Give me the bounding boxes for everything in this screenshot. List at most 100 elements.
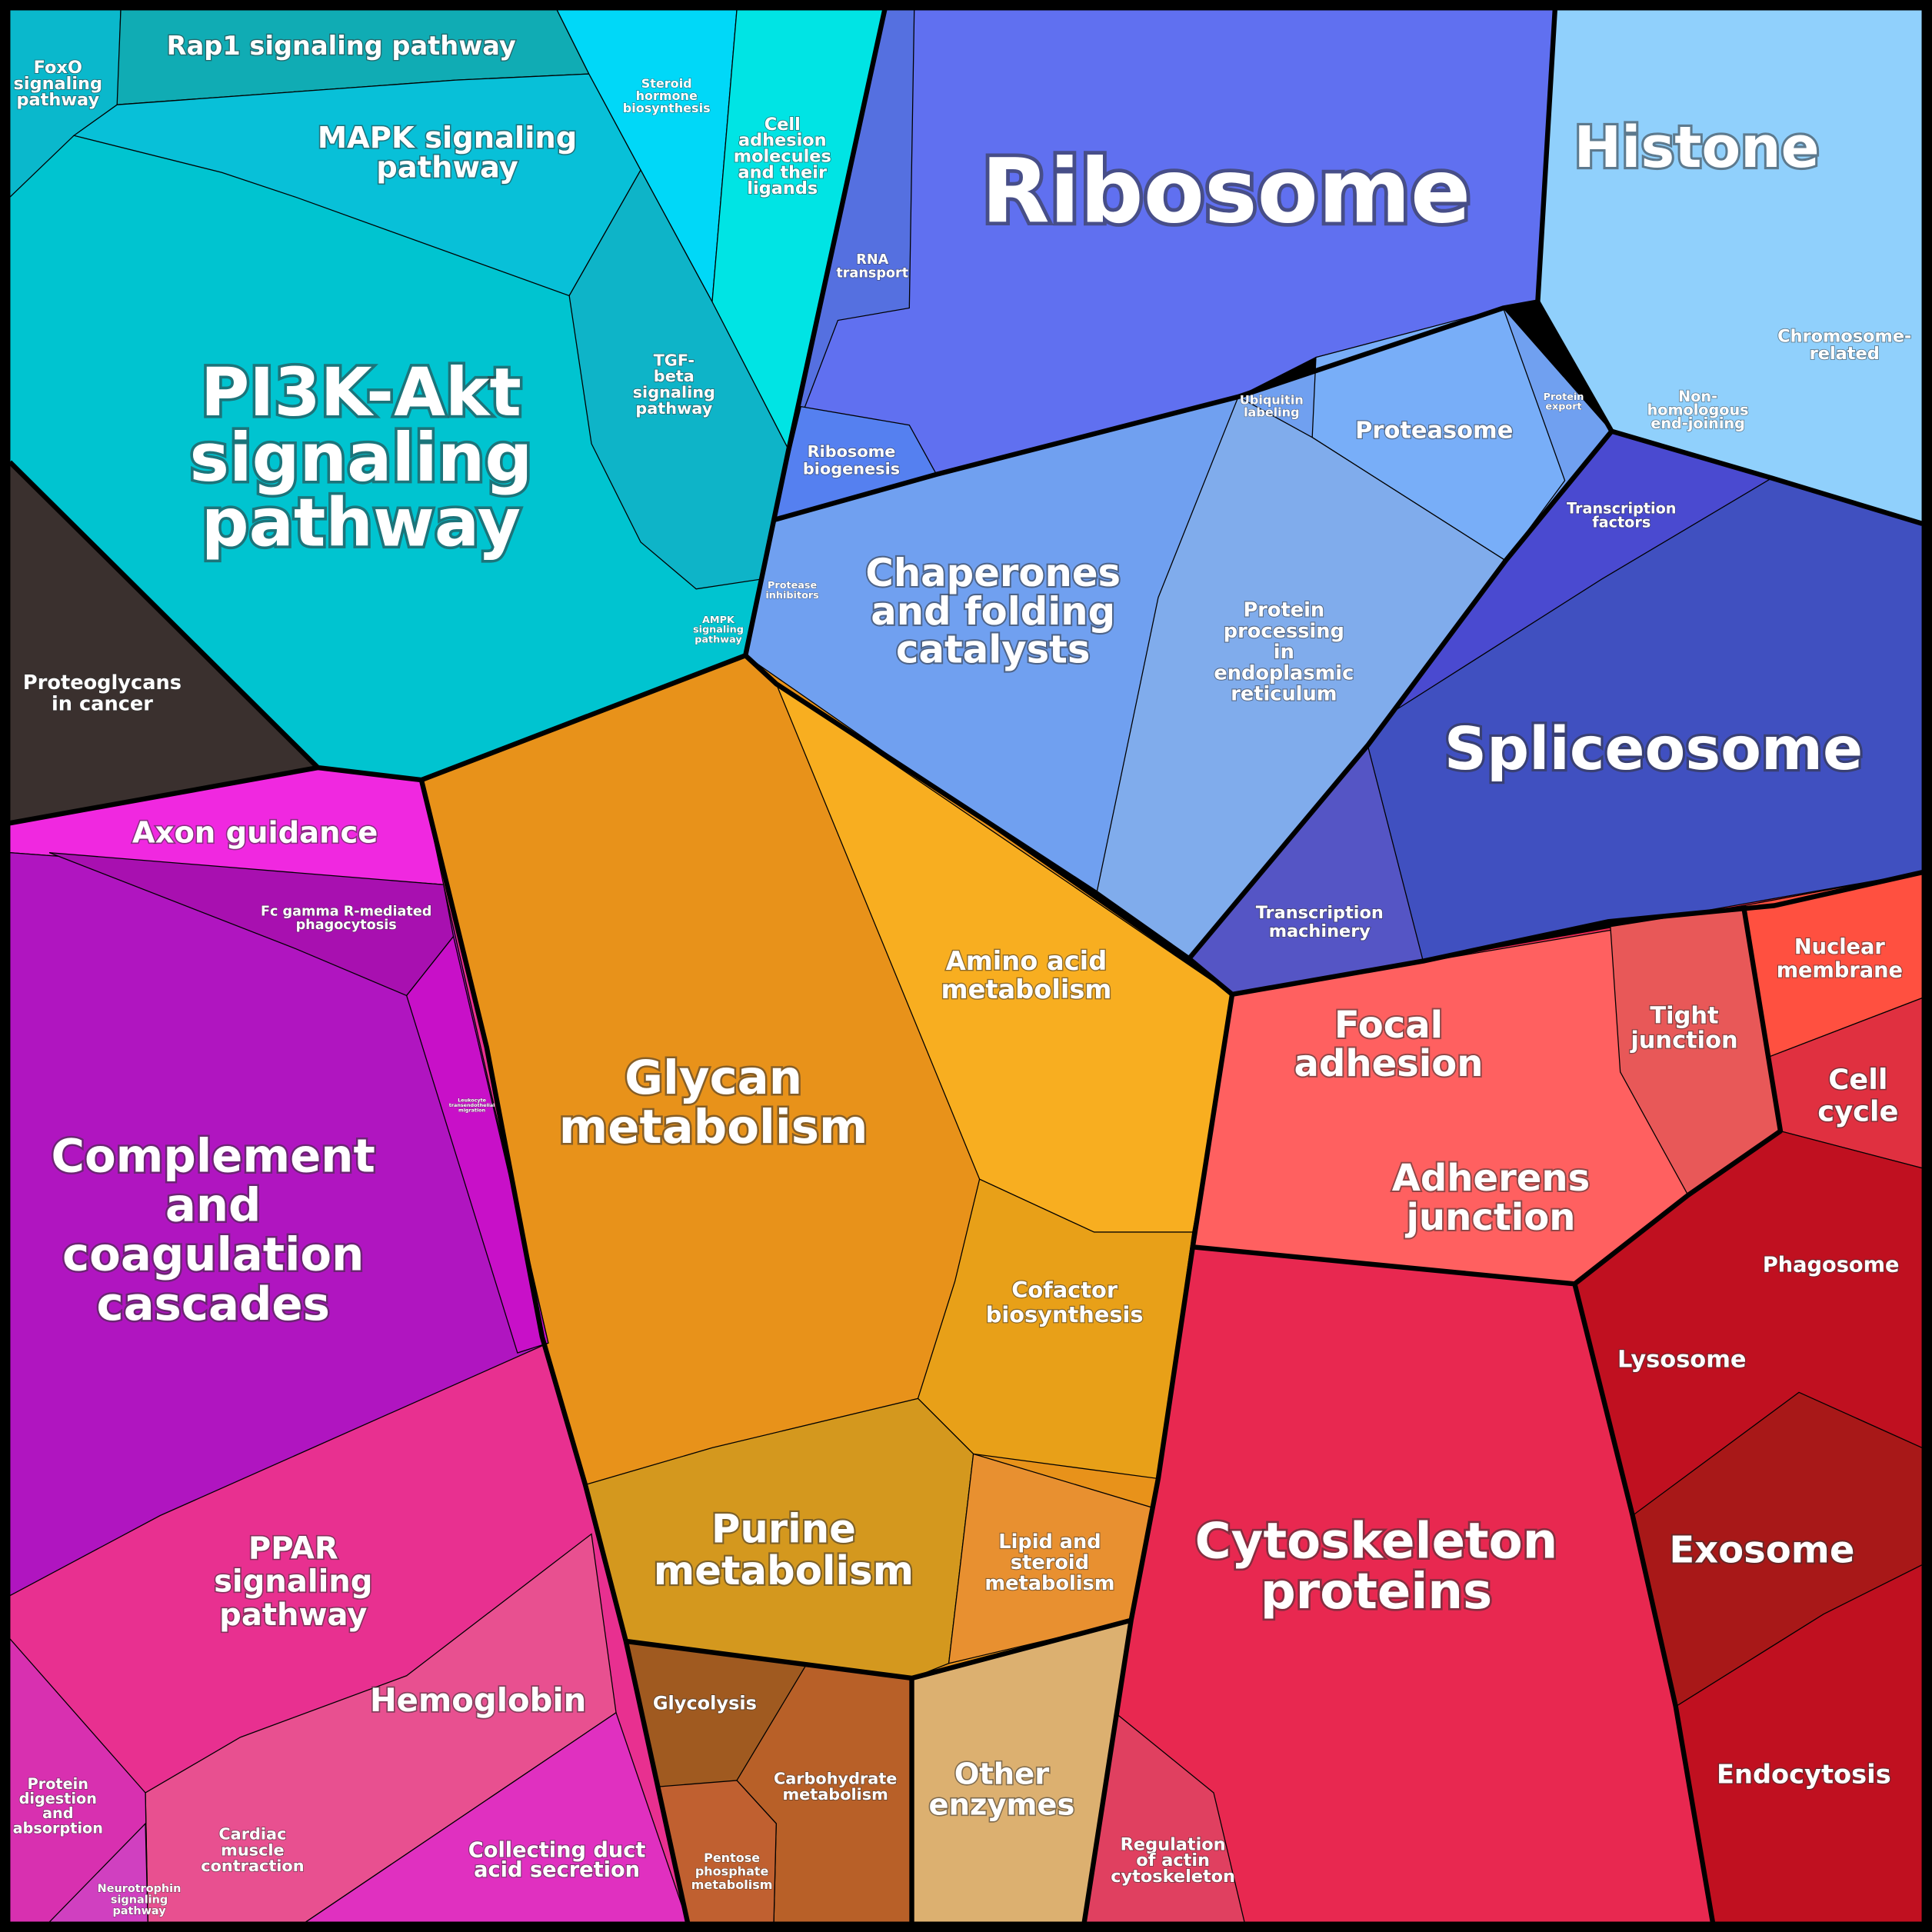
group-border — [625, 1617, 1132, 1681]
label-line: Transcription — [1256, 903, 1384, 923]
label-line: Lysosome — [1617, 1346, 1747, 1373]
node-label: Transcription factors — [1567, 499, 1676, 531]
label-line: Pentose — [704, 1850, 760, 1864]
label-line: and their — [738, 162, 827, 182]
label-line: steroid — [1011, 1551, 1089, 1574]
label-line: of actin — [1136, 1850, 1210, 1870]
label-line: factors — [1592, 513, 1651, 531]
node-label: TGF-beta signaling pathway — [633, 351, 715, 417]
label-line: signaling — [633, 383, 715, 401]
label-line: Neurotrophin — [98, 1883, 182, 1895]
node-label: Proteasome — [1355, 417, 1513, 444]
node-label: Amino acid metabolism — [941, 946, 1112, 1004]
group-border — [744, 653, 1234, 997]
label-line: cycle — [1817, 1094, 1898, 1128]
label-line: Protein — [1544, 391, 1584, 402]
label-line: in — [1274, 641, 1294, 664]
node-label: Rap1 signaling pathway — [167, 30, 516, 60]
node-label: Focal adhesion — [1294, 1004, 1484, 1085]
node-label: Leukocyte transendothelial migration — [449, 1098, 495, 1114]
group-border — [1573, 904, 1784, 1286]
label-line: metabolism — [691, 1877, 773, 1892]
node-label: Proteoglycans in cancer — [23, 671, 182, 715]
label-line: Cardiac — [218, 1824, 286, 1843]
label-line: pathway — [17, 89, 100, 109]
node-label: Pentose phosphate metabolism — [691, 1850, 773, 1891]
label-line: homologous — [1647, 401, 1749, 418]
label-line: Non- — [1678, 387, 1717, 405]
label-line: Proteoglycans — [23, 671, 182, 695]
label-line: processing — [1224, 620, 1344, 643]
label-line: phagocytosis — [296, 918, 397, 933]
node-label: Adherens junction — [1392, 1157, 1590, 1239]
label-line: Ribosome — [981, 140, 1471, 243]
node-label: Fc gamma R-mediated phagocytosis — [261, 904, 431, 934]
label-line: pathway — [376, 150, 518, 185]
label-line: migration — [458, 1107, 486, 1113]
label-line: pathway — [112, 1905, 166, 1917]
label-line: membrane — [1777, 958, 1903, 982]
label-line: inhibitors — [765, 589, 819, 601]
label-line: hormone — [636, 88, 698, 102]
label-line: Leukocyte — [458, 1098, 486, 1104]
node-label: Protease inhibitors — [765, 579, 819, 601]
node-label: Ubiquitin labeling — [1240, 392, 1304, 419]
label-line: export — [1545, 401, 1581, 412]
group-border — [1231, 870, 1923, 998]
label-line: AMPK — [702, 614, 735, 625]
label-line: metabolism — [941, 974, 1112, 1004]
label-line: Other — [954, 1757, 1049, 1791]
node-label: Nuclear membrane — [1777, 934, 1903, 981]
label-line: Phagosome — [1763, 1253, 1900, 1277]
node-label: Exosome — [1669, 1529, 1854, 1572]
label-line: metabolism — [783, 1785, 888, 1804]
label-line: contraction — [201, 1857, 304, 1875]
label-line: biosynthesis — [986, 1301, 1144, 1327]
group-border — [773, 9, 1557, 523]
label-line: related — [1810, 343, 1880, 363]
node-label: Transcription machinery — [1256, 903, 1384, 941]
label-line: beta — [654, 367, 695, 385]
label-line: signaling — [14, 73, 102, 93]
node-label: Histone — [1574, 115, 1819, 181]
node-label: Axon guidance — [132, 815, 378, 850]
label-line: metabolism — [984, 1572, 1114, 1595]
node-label: AMPK signaling pathway — [693, 614, 744, 645]
node-label: Glycolysis — [653, 1693, 757, 1714]
node-label: Tight junction — [1629, 1002, 1737, 1054]
label-line: biosynthesis — [623, 100, 711, 115]
node-label: Collecting duct acid secretion — [468, 1838, 646, 1882]
label-line: phosphate — [695, 1864, 769, 1878]
label-line: adhesion — [1294, 1042, 1484, 1085]
label-line: proteins — [1261, 1564, 1492, 1621]
node-label: Protein digestion and absorption — [13, 1774, 103, 1837]
label-line: MAPK signaling — [318, 121, 577, 155]
label-line: pathway — [695, 634, 742, 645]
label-line: Endocytosis — [1717, 1759, 1891, 1789]
label-line: Cell — [1828, 1062, 1887, 1095]
group-border — [1081, 994, 1235, 1923]
node-label: Ribosome biogenesis — [803, 442, 900, 478]
label-line: Focal — [1334, 1004, 1443, 1047]
label-line: pathway — [219, 1597, 367, 1633]
label-line: Protein — [28, 1774, 88, 1792]
node-label: Ribosome — [981, 140, 1471, 243]
node-label: Non-homologous end-joining — [1647, 387, 1749, 431]
label-line: pathway — [202, 485, 521, 562]
group-border — [623, 1641, 691, 1923]
node-label: PPAR signaling pathway — [214, 1531, 372, 1633]
label-line: acid secretion — [474, 1857, 640, 1881]
label-line: PI3K-Akt — [201, 355, 521, 431]
group-border — [418, 779, 628, 1642]
node-label: Regulation of actin cytoskeleton — [1111, 1834, 1235, 1887]
label-line: Glycan — [625, 1051, 802, 1105]
node-label: Chaperones and folding catalysts — [865, 551, 1121, 671]
node-label: MAPK signaling pathway — [318, 121, 577, 185]
node-label: Cell cycle — [1817, 1062, 1898, 1128]
label-line: pathway — [635, 399, 712, 418]
label-line: Carbohydrate — [774, 1769, 897, 1787]
label-line: Lipid and — [998, 1531, 1101, 1554]
label-line: coagulation — [62, 1228, 364, 1281]
label-line: Steroid — [641, 75, 692, 90]
